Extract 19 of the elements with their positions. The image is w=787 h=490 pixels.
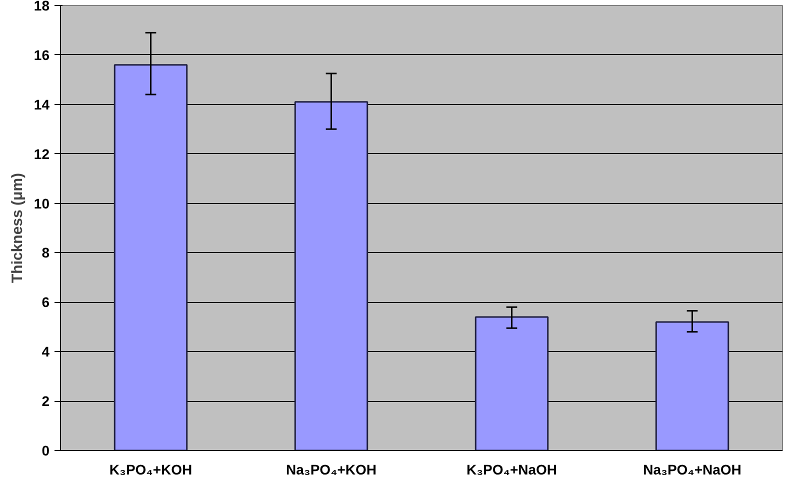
bar — [474, 316, 549, 450]
y-tick-label: 4 — [42, 344, 50, 360]
bar — [114, 64, 188, 450]
y-tick-label: 2 — [42, 393, 50, 410]
y-tick-label: 12 — [34, 146, 50, 162]
y-tick-label: 6 — [42, 294, 50, 310]
y-tick-label: 8 — [42, 244, 50, 261]
x-tick-label: Na₃PO₄+NaOH — [643, 462, 742, 478]
bar — [294, 101, 368, 450]
y-tick-label: 16 — [34, 46, 50, 63]
x-tick-label: K₃PO₄+NaOH — [466, 462, 558, 478]
y-tick-label: 10 — [34, 195, 50, 212]
y-axis-title: Thickness (μm) — [8, 172, 26, 284]
bar — [655, 321, 730, 450]
y-tick-label: 0 — [42, 442, 50, 458]
x-tick-label: Na₃PO₄+KOH — [286, 462, 377, 478]
y-tick-label: 18 — [34, 0, 50, 14]
y-tick-label: 14 — [34, 96, 50, 112]
x-tick-label: K₃PO₄+KOH — [109, 462, 192, 478]
